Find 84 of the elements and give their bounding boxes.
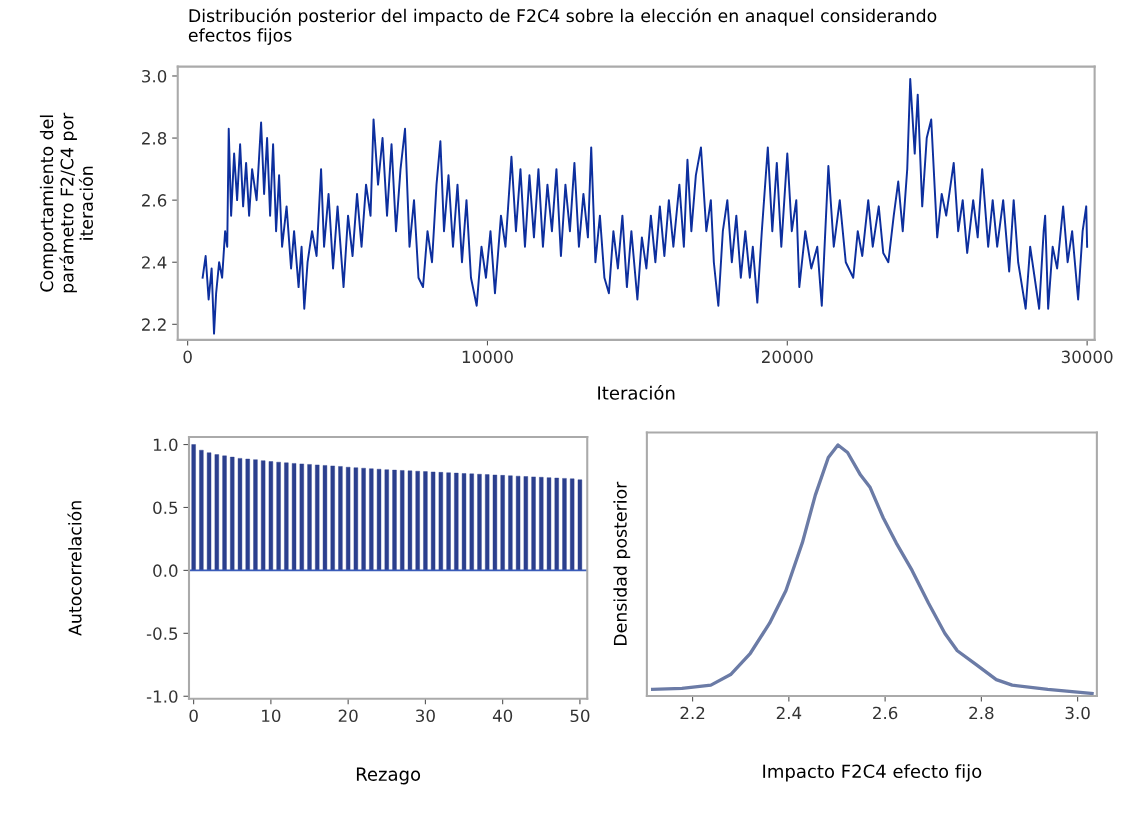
bar bbox=[407, 470, 413, 571]
bar bbox=[353, 467, 359, 571]
bar bbox=[346, 466, 351, 571]
x-tick-label: 2.8 bbox=[969, 706, 994, 720]
bar bbox=[546, 477, 552, 571]
x-tick-label: 10 bbox=[262, 709, 281, 723]
x-tick-label: 0 bbox=[183, 350, 192, 364]
bar bbox=[315, 464, 320, 571]
bar bbox=[400, 470, 405, 571]
y-tick-label: 2.6 bbox=[142, 194, 167, 207]
y-tick-label: 2.8 bbox=[142, 132, 167, 145]
bar bbox=[392, 469, 397, 571]
bar bbox=[261, 460, 266, 571]
bar bbox=[384, 469, 389, 571]
bar bbox=[253, 459, 258, 571]
bar bbox=[461, 473, 467, 571]
bar bbox=[276, 461, 281, 571]
chart-title: Distribución posterior del impacto de F2C4 sobre la elección en anaquel considerando efectos fijos bbox=[188, 8, 937, 46]
bar bbox=[423, 471, 428, 571]
bar bbox=[523, 476, 528, 571]
bar bbox=[454, 472, 459, 571]
y-tick-label: 0.0 bbox=[153, 564, 178, 577]
x-tick-label: 20000 bbox=[762, 350, 813, 364]
bar bbox=[307, 464, 312, 571]
bar bbox=[577, 479, 583, 571]
x-axis-title: Rezago bbox=[356, 767, 421, 785]
bar bbox=[268, 461, 274, 571]
x-tick-label: 2.2 bbox=[680, 706, 705, 720]
x-tick-label: 20 bbox=[338, 709, 358, 723]
bar bbox=[330, 465, 335, 571]
y-tick-label: 2.2 bbox=[142, 318, 166, 331]
line-series bbox=[201, 78, 1089, 335]
bar bbox=[284, 462, 289, 571]
bar bbox=[539, 477, 544, 571]
bar bbox=[376, 469, 382, 571]
x-tick-label: 0 bbox=[189, 709, 198, 723]
bar bbox=[222, 455, 227, 571]
x-tick-label: 30000 bbox=[1061, 350, 1113, 364]
x-tick-label: 2.6 bbox=[873, 706, 898, 720]
bar bbox=[369, 468, 374, 571]
x-axis-title: Impacto F2C4 efecto fijo bbox=[763, 764, 982, 782]
bar bbox=[562, 478, 567, 571]
y-axis-title: Comportamiento del parámetro F2/C4 por iteración bbox=[39, 112, 94, 293]
bar bbox=[531, 476, 536, 571]
x-tick-label: 2.4 bbox=[776, 706, 802, 720]
bar bbox=[299, 463, 304, 571]
bar bbox=[492, 474, 498, 571]
bar bbox=[214, 454, 219, 571]
bar bbox=[508, 475, 513, 571]
x-tick-label: 3.0 bbox=[1065, 706, 1090, 720]
bar bbox=[415, 471, 420, 571]
bar bbox=[361, 467, 366, 571]
bar bbox=[500, 475, 505, 571]
bar bbox=[191, 444, 196, 571]
x-tick-label: 50 bbox=[570, 709, 590, 723]
y-tick-label: 2.4 bbox=[142, 256, 167, 269]
y-tick-label: -1.0 bbox=[146, 690, 178, 703]
y-tick-label: 3.0 bbox=[142, 69, 167, 83]
x-tick-label: 40 bbox=[492, 709, 513, 723]
bar bbox=[515, 475, 521, 571]
bar bbox=[570, 478, 575, 571]
bar bbox=[291, 463, 297, 571]
bar bbox=[322, 465, 328, 571]
bar bbox=[245, 458, 250, 571]
bar bbox=[430, 471, 436, 571]
bar bbox=[485, 474, 490, 571]
bar bbox=[206, 452, 212, 571]
bar bbox=[230, 456, 235, 571]
x-axis-title: Iteración bbox=[598, 385, 675, 400]
y-tick-label: 1.0 bbox=[153, 438, 178, 452]
bar bbox=[438, 472, 443, 571]
y-tick-label: -0.5 bbox=[146, 627, 178, 640]
x-tick-label: 10000 bbox=[462, 350, 513, 364]
bar bbox=[199, 449, 204, 571]
x-tick-label: 30 bbox=[416, 709, 435, 723]
bar bbox=[554, 477, 559, 571]
y-tick-label: 0.5 bbox=[153, 501, 178, 515]
bar bbox=[338, 466, 343, 571]
bar bbox=[446, 472, 451, 571]
bar bbox=[237, 458, 243, 571]
y-axis-title: Densidad posterior bbox=[613, 481, 631, 646]
y-axis-title: Autocorrelación bbox=[67, 501, 82, 636]
bar bbox=[469, 473, 474, 571]
bar bbox=[477, 474, 482, 571]
